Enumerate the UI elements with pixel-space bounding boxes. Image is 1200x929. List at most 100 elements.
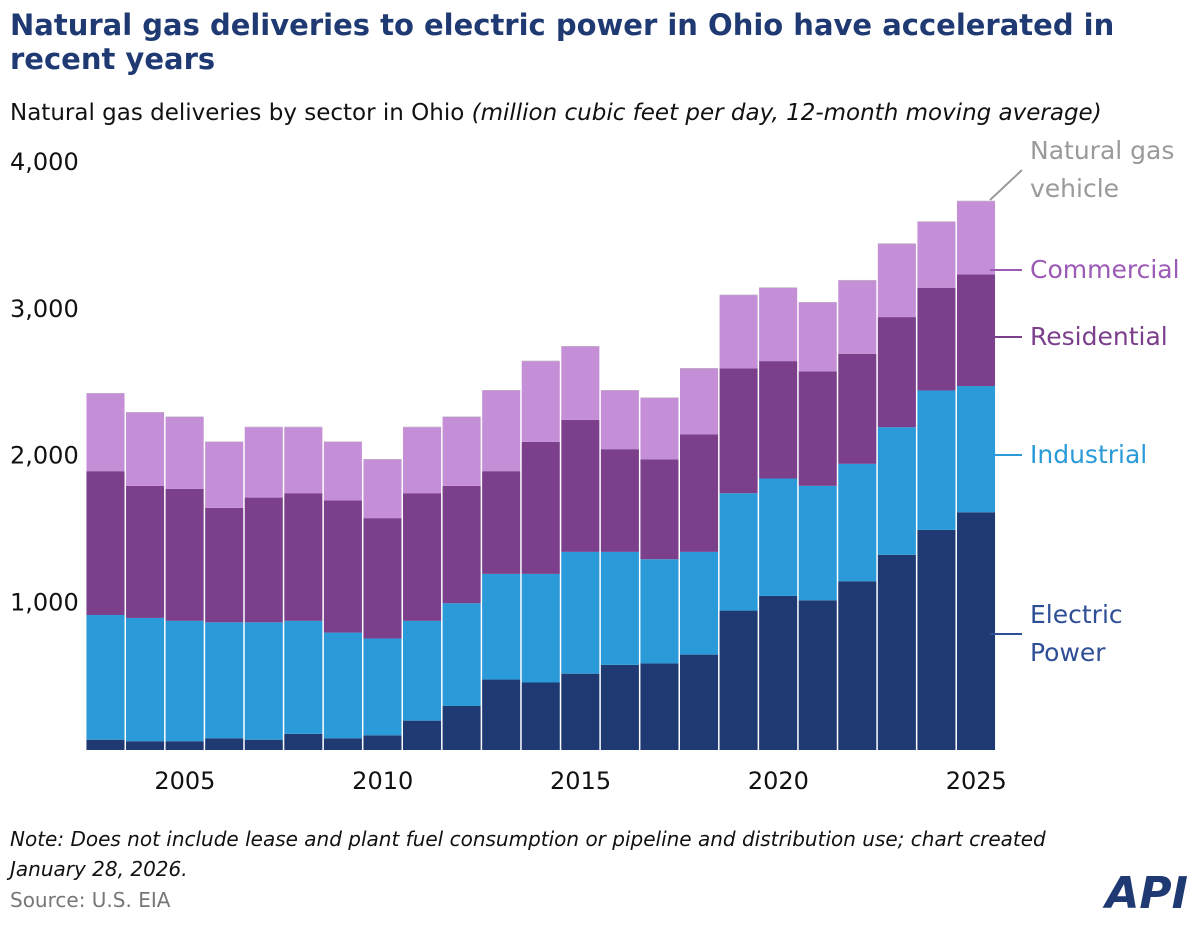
bar-segment [719,610,758,750]
bar-segment [403,427,442,494]
bar-segment [917,221,956,288]
bar-segment [759,478,798,596]
bar-segment [205,738,244,750]
bar-segment [561,346,600,420]
bar-segment [284,427,323,494]
y-tick-label: 1,000 [10,588,79,616]
units: (million cubic feet per day, 12-month mo… [471,100,1102,126]
bar-segment [363,638,402,736]
bar-segment [482,679,521,750]
bar-segment [244,427,283,498]
bar-segment [521,361,560,442]
x-tick-label: 2020 [748,767,809,795]
bar-segment [442,603,481,706]
bar-segment [165,488,204,621]
bar-segment [798,302,837,372]
bar-segment [482,573,521,680]
bar-segment [205,507,244,623]
bar-segment [284,733,323,750]
bar-segment [521,682,560,750]
series-label: Electric Power [1030,600,1123,667]
bar-segment [323,738,362,750]
bar-segment [165,741,204,750]
bar-segment [284,493,323,621]
bar-segment [956,386,996,513]
bar-segment [126,485,165,618]
bar-segment [759,287,798,362]
bar-segment [403,720,442,750]
bar-segment [86,393,125,472]
bar-segment [482,390,521,472]
bar-segment [877,317,916,428]
bar-segment [323,632,362,739]
bar-segment [521,573,560,683]
bar-segment [679,551,719,655]
bar-segment [798,371,837,486]
bar-segment [442,705,481,750]
subtitle: Natural gas deliveries by sector in Ohio… [10,100,1102,126]
bar-segment [403,620,442,721]
bar-segment [86,739,125,750]
bar-segment [442,485,481,604]
y-tick-label: 4,000 [10,148,79,176]
bar-segment [877,554,916,750]
bar-segment [403,493,442,621]
bar-segment [719,295,758,369]
bar-segment [679,654,719,750]
bar-segment [126,741,165,750]
bar-segment [600,449,639,552]
bar-segment [679,368,719,435]
bar-segment [86,471,125,615]
logo: API [1105,868,1188,919]
bar-segment [442,416,481,486]
bar-segment [719,368,758,494]
bar-segment [877,243,916,318]
bar-segment [640,397,679,460]
x-tick-label: 2005 [154,767,215,795]
series-label: Industrial [1030,440,1148,469]
bar-segment [205,441,244,508]
bar-segment [600,551,639,665]
bar-segment [244,497,283,623]
x-tick-label: 2010 [352,767,413,795]
x-tick-label: 2015 [550,767,611,795]
bar-segment [600,664,639,750]
bar-segment [956,274,996,387]
bar-segment [838,280,877,354]
bar-segment [838,463,877,582]
bar-segment [838,581,877,750]
bar-segment [600,390,639,450]
bar-segment [165,620,204,742]
leader-line [989,169,1023,201]
bar-segment [244,739,283,750]
bar-segment [363,518,402,639]
bar-segment [719,493,758,611]
bar-segment [363,735,402,750]
bar-segment [640,663,679,750]
bar-segment [640,459,679,560]
bar-segment [323,441,362,501]
x-tick-label: 2025 [946,767,1007,795]
bar-segment [798,485,837,601]
bar-segment [561,551,600,674]
bar-segment [877,427,916,555]
bar-segment [165,416,204,489]
bar-segment [759,595,798,750]
subtitle-text: Natural gas deliveries by sector in Ohio [10,100,465,126]
bar-segment [798,600,837,750]
chart-title: Natural gas deliveries to electric power… [10,8,1115,76]
series-label: Natural gas vehicle [1030,136,1175,203]
bar-segment [86,614,125,740]
bar-segment [363,459,402,519]
bar-segment [759,361,798,479]
series-label: Residential [1030,322,1168,351]
bar-segment [679,434,719,552]
note: Note: Does not include lease and plant f… [10,827,1046,881]
bar-segment [482,471,521,574]
bar-segment [956,512,996,750]
bar-segment [205,622,244,739]
bar-segment [561,419,600,552]
bar-segment [126,617,165,742]
